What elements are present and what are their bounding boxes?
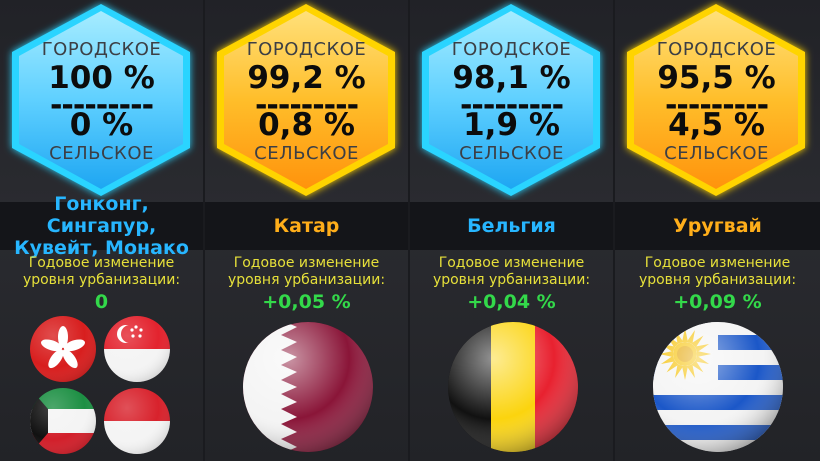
change-label: Годовое изменение уровня урбанизации: bbox=[410, 255, 613, 289]
urban-percentage: 100 % bbox=[48, 60, 155, 96]
flags-group bbox=[615, 310, 820, 461]
urban-label: ГОРОДСКОЕ bbox=[451, 39, 572, 60]
change-label: Годовое изменение уровня урбанизации: bbox=[0, 255, 203, 289]
rural-label: СЕЛЬСКОЕ bbox=[459, 143, 564, 164]
change-label-line2: уровня урбанизации: bbox=[227, 272, 386, 288]
country-name-line1: Катар bbox=[273, 215, 340, 237]
flags-group bbox=[410, 310, 613, 461]
monaco-flag-icon bbox=[104, 388, 170, 454]
divider: --------- bbox=[459, 88, 564, 123]
country-card-1: ГОРОДСКОЕ 100 % --------- 0 % СЕЛЬСКОЕ Г… bbox=[0, 0, 203, 461]
urban-label: ГОРОДСКОЕ bbox=[246, 39, 367, 60]
urbanization-hexagon: ГОРОДСКОЕ 100 % --------- 0 % СЕЛЬСКОЕ bbox=[0, 0, 203, 200]
country-name-line1: Уругвай bbox=[673, 215, 762, 237]
urban-percentage: 99,2 % bbox=[247, 60, 366, 96]
rural-label: СЕЛЬСКОЕ bbox=[664, 143, 769, 164]
change-label: Годовое изменение уровня урбанизации: bbox=[615, 255, 820, 289]
country-name: Гонконг, Сингапур, Кувейт, Монако bbox=[0, 193, 203, 259]
rural-label: СЕЛЬСКОЕ bbox=[254, 143, 359, 164]
country-name-line1: Гонконг, Сингапур, bbox=[46, 193, 157, 237]
hong-kong-flag-icon bbox=[30, 316, 96, 382]
change-value: +0,09 % bbox=[673, 291, 762, 313]
urban-percentage: 98,1 % bbox=[452, 60, 571, 96]
hexagon-badge-icon bbox=[422, 4, 600, 196]
flags-group bbox=[0, 310, 203, 461]
change-label-line2: уровня урбанизации: bbox=[432, 272, 591, 288]
country-name-bar: Уругвай bbox=[615, 202, 820, 250]
country-card-2: ГОРОДСКОЕ 99,2 % --------- 0,8 % СЕЛЬСКО… bbox=[205, 0, 408, 461]
rural-percentage: 0,8 % bbox=[258, 107, 355, 143]
singapore-flag-icon bbox=[104, 316, 170, 382]
change-value: +0,04 % bbox=[467, 291, 556, 313]
change-label-line1: Годовое изменение bbox=[233, 255, 380, 271]
hexagon-badge-icon bbox=[12, 4, 190, 196]
change-value: +0,05 % bbox=[262, 291, 351, 313]
urbanization-hexagon: ГОРОДСКОЕ 98,1 % --------- 1,9 % СЕЛЬСКО… bbox=[410, 0, 613, 200]
country-name-bar: Гонконг, Сингапур, Кувейт, Монако bbox=[0, 193, 203, 259]
change-value: 0 bbox=[94, 291, 109, 313]
divider: --------- bbox=[664, 88, 769, 123]
change-label: Годовое изменение уровня урбанизации: bbox=[205, 255, 408, 289]
change-label-line1: Годовое изменение bbox=[28, 255, 175, 271]
flags-group bbox=[205, 310, 408, 461]
belgium-flag-icon bbox=[448, 322, 578, 452]
divider: --------- bbox=[254, 88, 359, 123]
rural-label: СЕЛЬСКОЕ bbox=[49, 143, 154, 164]
hexagon-badge-icon bbox=[217, 4, 395, 196]
country-name: Катар bbox=[274, 215, 340, 237]
rural-percentage: 1,9 % bbox=[463, 107, 560, 143]
rural-percentage: 0 % bbox=[69, 107, 134, 143]
urban-percentage: 95,5 % bbox=[657, 60, 776, 96]
change-label-line2: уровня урбанизации: bbox=[638, 272, 797, 288]
country-name-line1: Бельгия bbox=[467, 215, 556, 237]
hexagon-badge-icon bbox=[627, 4, 805, 196]
country-card-4: ГОРОДСКОЕ 95,5 % --------- 4,5 % СЕЛЬСКО… bbox=[615, 0, 820, 461]
urbanization-hexagon: ГОРОДСКОЕ 99,2 % --------- 0,8 % СЕЛЬСКО… bbox=[205, 0, 408, 200]
divider: --------- bbox=[49, 88, 154, 123]
qatar-flag-icon bbox=[243, 322, 373, 452]
country-name-bar: Катар bbox=[205, 202, 408, 250]
urbanization-hexagon: ГОРОДСКОЕ 95,5 % --------- 4,5 % СЕЛЬСКО… bbox=[615, 0, 818, 200]
urban-label: ГОРОДСКОЕ bbox=[41, 39, 162, 60]
urban-label: ГОРОДСКОЕ bbox=[656, 39, 777, 60]
change-label-line1: Годовое изменение bbox=[644, 255, 791, 271]
change-label-line1: Годовое изменение bbox=[438, 255, 585, 271]
country-name: Уругвай bbox=[673, 215, 762, 237]
kuwait-flag-icon bbox=[30, 388, 96, 454]
country-name: Бельгия bbox=[467, 215, 556, 237]
country-card-3: ГОРОДСКОЕ 98,1 % --------- 1,9 % СЕЛЬСКО… bbox=[410, 0, 613, 461]
country-name-bar: Бельгия bbox=[410, 202, 613, 250]
rural-percentage: 4,5 % bbox=[668, 107, 765, 143]
uruguay-flag-icon bbox=[653, 322, 783, 452]
change-label-line2: уровня урбанизации: bbox=[22, 272, 181, 288]
country-name-line2: Кувейт, Монако bbox=[14, 237, 189, 259]
